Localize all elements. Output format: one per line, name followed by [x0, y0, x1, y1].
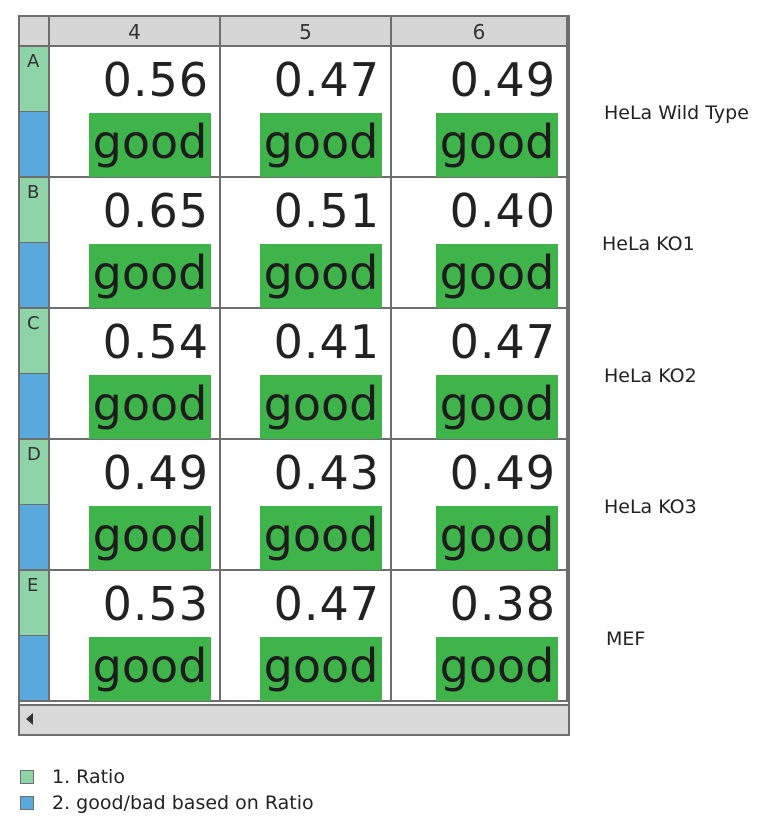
horizontal-scrollbar[interactable] [20, 704, 568, 734]
ratio-value: 0.43 [273, 446, 380, 500]
ratio-value: 0.49 [449, 446, 556, 500]
well-a6[interactable]: 0.49 good [392, 47, 568, 178]
status-good-badge: good [436, 637, 558, 701]
ratio-band [20, 309, 48, 374]
status-band [20, 374, 48, 438]
status-good-badge: good [89, 375, 211, 439]
status-band [20, 243, 48, 307]
ratio-band [20, 440, 48, 505]
ratio-value: 0.41 [273, 315, 380, 369]
row-letter: C [27, 313, 40, 334]
ratio-value: 0.49 [102, 446, 209, 500]
status-good-badge: good [260, 637, 382, 701]
status-good-badge: good [89, 637, 211, 701]
row-header-d[interactable]: D [20, 440, 50, 571]
ratio-value: 0.51 [273, 184, 380, 238]
status-swatch-icon [20, 796, 34, 810]
status-good-badge: good [89, 244, 211, 308]
ratio-value: 0.49 [449, 53, 556, 107]
row-label-b: HeLa KO1 [602, 233, 695, 255]
well-plate-grid: 4 5 6 A 0.56 good 0.47 good 0.49 good B … [18, 15, 570, 736]
ratio-value: 0.65 [102, 184, 209, 238]
well-e6[interactable]: 0.38 good [392, 571, 568, 702]
scroll-left-arrow-icon[interactable] [26, 713, 33, 725]
row-letter: E [27, 575, 39, 596]
status-good-badge: good [89, 506, 211, 570]
row-header-e[interactable]: E [20, 571, 50, 702]
well-c5[interactable]: 0.41 good [221, 309, 392, 440]
well-e4[interactable]: 0.53 good [50, 571, 221, 702]
status-good-badge: good [436, 375, 558, 439]
ratio-value: 0.47 [449, 315, 556, 369]
ratio-value: 0.38 [449, 577, 556, 631]
status-good-badge: good [89, 113, 211, 177]
ratio-value: 0.53 [102, 577, 209, 631]
ratio-value: 0.47 [273, 577, 380, 631]
legend-label: 2. good/bad based on Ratio [52, 792, 314, 814]
status-band [20, 505, 48, 569]
status-good-badge: good [260, 375, 382, 439]
well-c4[interactable]: 0.54 good [50, 309, 221, 440]
status-good-badge: good [436, 506, 558, 570]
well-d5[interactable]: 0.43 good [221, 440, 392, 571]
ratio-band [20, 571, 48, 636]
ratio-band [20, 47, 48, 112]
column-header-5[interactable]: 5 [221, 17, 392, 47]
row-letter: B [27, 182, 40, 203]
row-header-a[interactable]: A [20, 47, 50, 178]
well-e5[interactable]: 0.47 good [221, 571, 392, 702]
ratio-value: 0.56 [102, 53, 209, 107]
well-d6[interactable]: 0.49 good [392, 440, 568, 571]
status-good-badge: good [436, 244, 558, 308]
status-band [20, 112, 48, 176]
row-label-c: HeLa KO2 [604, 365, 697, 387]
legend-label: 1. Ratio [52, 766, 125, 788]
ratio-band [20, 178, 48, 243]
ratio-value: 0.54 [102, 315, 209, 369]
ratio-swatch-icon [20, 770, 34, 784]
status-good-badge: good [260, 244, 382, 308]
row-letter: D [27, 444, 41, 465]
grid-corner [20, 17, 50, 47]
column-header-4[interactable]: 4 [50, 17, 221, 47]
well-b4[interactable]: 0.65 good [50, 178, 221, 309]
well-b5[interactable]: 0.51 good [221, 178, 392, 309]
well-b6[interactable]: 0.40 good [392, 178, 568, 309]
row-label-e: MEF [606, 628, 646, 650]
status-good-badge: good [436, 113, 558, 177]
row-header-c[interactable]: C [20, 309, 50, 440]
status-band [20, 636, 48, 700]
row-header-b[interactable]: B [20, 178, 50, 309]
row-label-a: HeLa Wild Type [604, 102, 749, 124]
row-label-d: HeLa KO3 [604, 496, 697, 518]
status-good-badge: good [260, 506, 382, 570]
row-letter: A [27, 51, 40, 72]
status-good-badge: good [260, 113, 382, 177]
well-a5[interactable]: 0.47 good [221, 47, 392, 178]
well-c6[interactable]: 0.47 good [392, 309, 568, 440]
well-a4[interactable]: 0.56 good [50, 47, 221, 178]
ratio-value: 0.47 [273, 53, 380, 107]
well-d4[interactable]: 0.49 good [50, 440, 221, 571]
column-header-6[interactable]: 6 [392, 17, 568, 47]
ratio-value: 0.40 [449, 184, 556, 238]
